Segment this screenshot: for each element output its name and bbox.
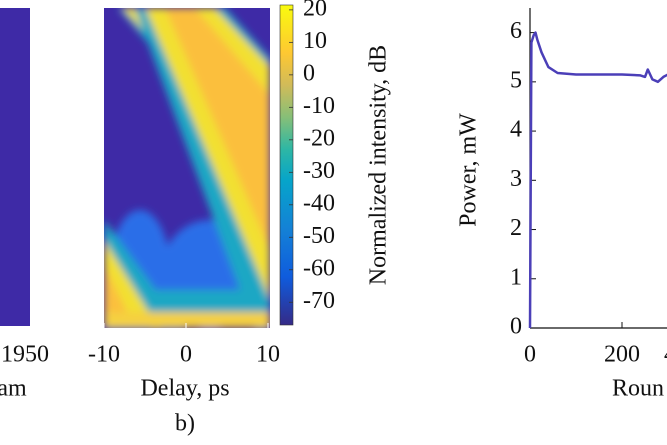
x-axis-label: Roun xyxy=(612,376,664,402)
x-tick-label: 0 xyxy=(180,342,192,368)
colorbar xyxy=(279,4,294,326)
x-axis-label: am xyxy=(0,376,27,402)
y-tick-label: 4 xyxy=(510,117,522,143)
colorbar-tick-label: -60 xyxy=(303,255,335,281)
x-axis-label: Delay, ps xyxy=(140,376,229,402)
panel-label: b) xyxy=(175,411,195,437)
heatmap-a xyxy=(0,8,30,326)
x-tick-label: 4 xyxy=(664,342,667,368)
y-tick-label: 0 xyxy=(510,314,522,340)
y-tick-label: 3 xyxy=(510,166,522,192)
x-tick-label: 200 xyxy=(604,342,640,368)
colorbar-tick-label: -40 xyxy=(303,190,335,216)
y-tick-label: 1 xyxy=(510,264,522,290)
colorbar-tick-label: -70 xyxy=(303,288,335,314)
colorbar-tick-label: -10 xyxy=(303,93,335,119)
colorbar-tick-label: 0 xyxy=(303,60,315,86)
colorbar-tick-label: -20 xyxy=(303,125,335,151)
x-tick-label: 10 xyxy=(256,342,280,368)
x-tick-label: 1950 xyxy=(1,342,49,368)
colorbar-tick-label: -30 xyxy=(303,158,335,184)
y-axis-label: Power, mW xyxy=(456,113,482,227)
colorbar-label: Normalized intensity, dB xyxy=(366,45,392,285)
colorbar-tick-label: 10 xyxy=(303,28,327,54)
y-tick-label: 6 xyxy=(510,18,522,44)
colorbar-tick-label: -50 xyxy=(303,223,335,249)
x-tick-label: 0 xyxy=(524,342,536,368)
y-tick-label: 5 xyxy=(510,67,522,93)
x-tick-label: -10 xyxy=(88,342,120,368)
y-tick-label: 2 xyxy=(510,215,522,241)
line xyxy=(528,31,667,329)
colorbar-tick-label: 20 xyxy=(303,0,327,21)
heatmap-b xyxy=(104,8,270,328)
